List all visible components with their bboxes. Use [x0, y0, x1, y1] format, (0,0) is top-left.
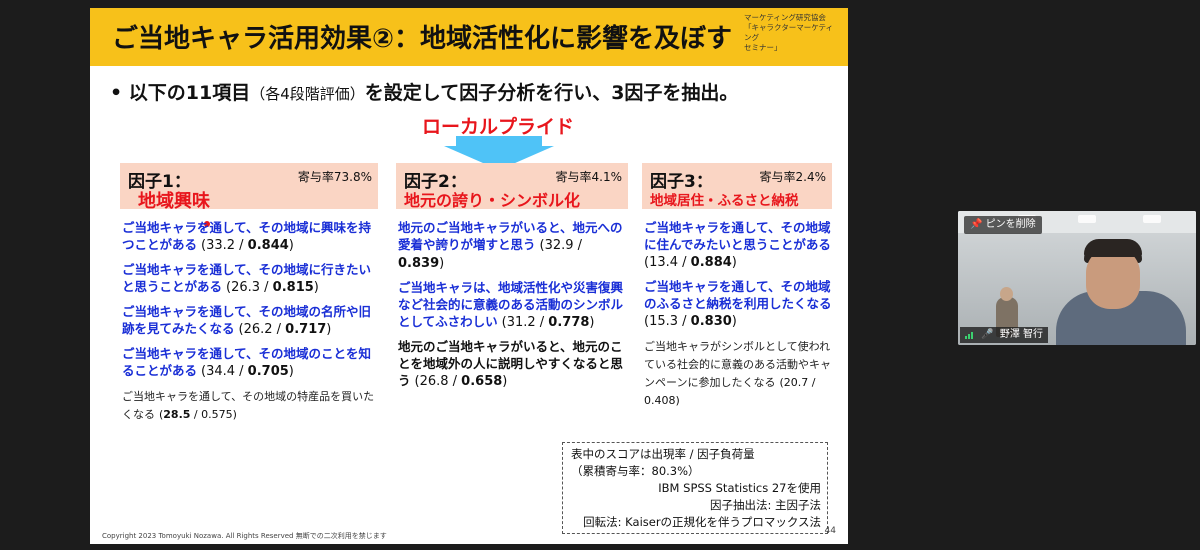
- unpin-button[interactable]: 📌 ピンを削除: [964, 216, 1042, 234]
- list-item: ご当地キャラを通して、その地域のふるさと納税を利用したくなる (15.3 / 0…: [644, 279, 832, 329]
- factor-1-header: 因子1： 寄与率73.8% 地域興味: [120, 163, 378, 212]
- factor-3-items: ご当地キャラを通して、その地域に住んでみたいと思うことがある (13.4 / 0…: [644, 219, 834, 416]
- copyright: Copyright 2023 Tomoyuki Nozawa. All Righ…: [102, 532, 387, 540]
- down-arrow-icon: [444, 136, 554, 170]
- participant-video-tile[interactable]: 📌 ピンを削除 🎤 野澤 智行: [958, 211, 1196, 345]
- factor-3-label: 地域居住・ふるさと納税: [650, 193, 799, 209]
- local-pride-label: ローカルプライド: [422, 116, 575, 138]
- shared-slide: ご当地キャラ活用効果②：地域活性化に影響を及ぼす マーケティング研究協会 「キャ…: [90, 8, 848, 544]
- list-item: ご当地キャラを通して、その地域のことを知ることがある (34.4 / 0.705…: [122, 346, 372, 379]
- pin-icon: 📌: [970, 219, 983, 230]
- factor-3-header: 因子3： 寄与率2.4% 地域居住・ふるさと納税: [642, 163, 832, 209]
- factor-2-header: 因子2： 寄与率4.1% 地元の誇り・シンボル化: [396, 163, 628, 210]
- list-item: 地元のご当地キャラがいると、地元への愛着や誇りが増すと思う (32.9 / 0.…: [398, 220, 623, 271]
- list-item: ご当地キャラを通して、その地域の特産品を買いたくなる (28.5 / 0.575…: [122, 390, 375, 421]
- slide-title: ご当地キャラ活用効果②：地域活性化に影響を及ぼす: [112, 24, 733, 54]
- list-item: ご当地キャラを通して、その地域の名所や旧跡を見てみたくなる (26.2 / 0.…: [122, 304, 372, 337]
- list-item: ご当地キャラがシンボルとして使われている社会的に意義のある活動やキャンペーンに参…: [644, 340, 831, 407]
- factor-2-items: 地元のご当地キャラがいると、地元への愛着や誇りが増すと思う (32.9 / 0.…: [398, 219, 624, 397]
- factor-2-label: 地元の誇り・シンボル化: [404, 191, 581, 210]
- list-item: ご当地キャラを通して、その地域に行きたいと思うことがある (26.3 / 0.8…: [122, 262, 372, 295]
- list-item: ご当地キャラを通して、その地域に住んでみたいと思うことがある (13.4 / 0…: [644, 220, 831, 270]
- signal-icon: [965, 331, 973, 339]
- pointer-dot: [204, 221, 210, 227]
- list-item: ご当地キャラを通して、その地域に興味を持つことがある (33.2 / 0.844…: [122, 220, 372, 253]
- participant-name: 野澤 智行: [999, 329, 1044, 340]
- factor-1-items: ご当地キャラを通して、その地域に興味を持つことがある (33.2 / 0.844…: [122, 219, 380, 430]
- page-number: 44: [824, 526, 836, 536]
- factor-1-label: 地域興味: [138, 191, 210, 212]
- participant-name-tag: 🎤 野澤 智行: [960, 327, 1049, 343]
- analysis-note-box: 表中のスコアは出現率 / 因子負荷量 （累積寄与率：80.3%） IBM SPS…: [562, 442, 828, 534]
- mic-muted-icon: 🎤: [981, 329, 994, 340]
- title-bar: ご当地キャラ活用効果②：地域活性化に影響を及ぼす マーケティング研究協会 「キャ…: [90, 8, 848, 66]
- bullet-summary: • 以下の11項目（各4段階評価）を設定して因子分析を行い、3因子を抽出。: [110, 82, 739, 104]
- list-item: 地元のご当地キャラがいると、地元のことを地域外の人に説明しやすくなると思う (2…: [398, 339, 623, 389]
- list-item: ご当地キャラは、地域活性化や災害復興など社会的に意義のある活動のシンボルとしてふ…: [398, 280, 624, 330]
- organizer-label: マーケティング研究協会 「キャラクターマーケティング セミナー」: [744, 13, 834, 52]
